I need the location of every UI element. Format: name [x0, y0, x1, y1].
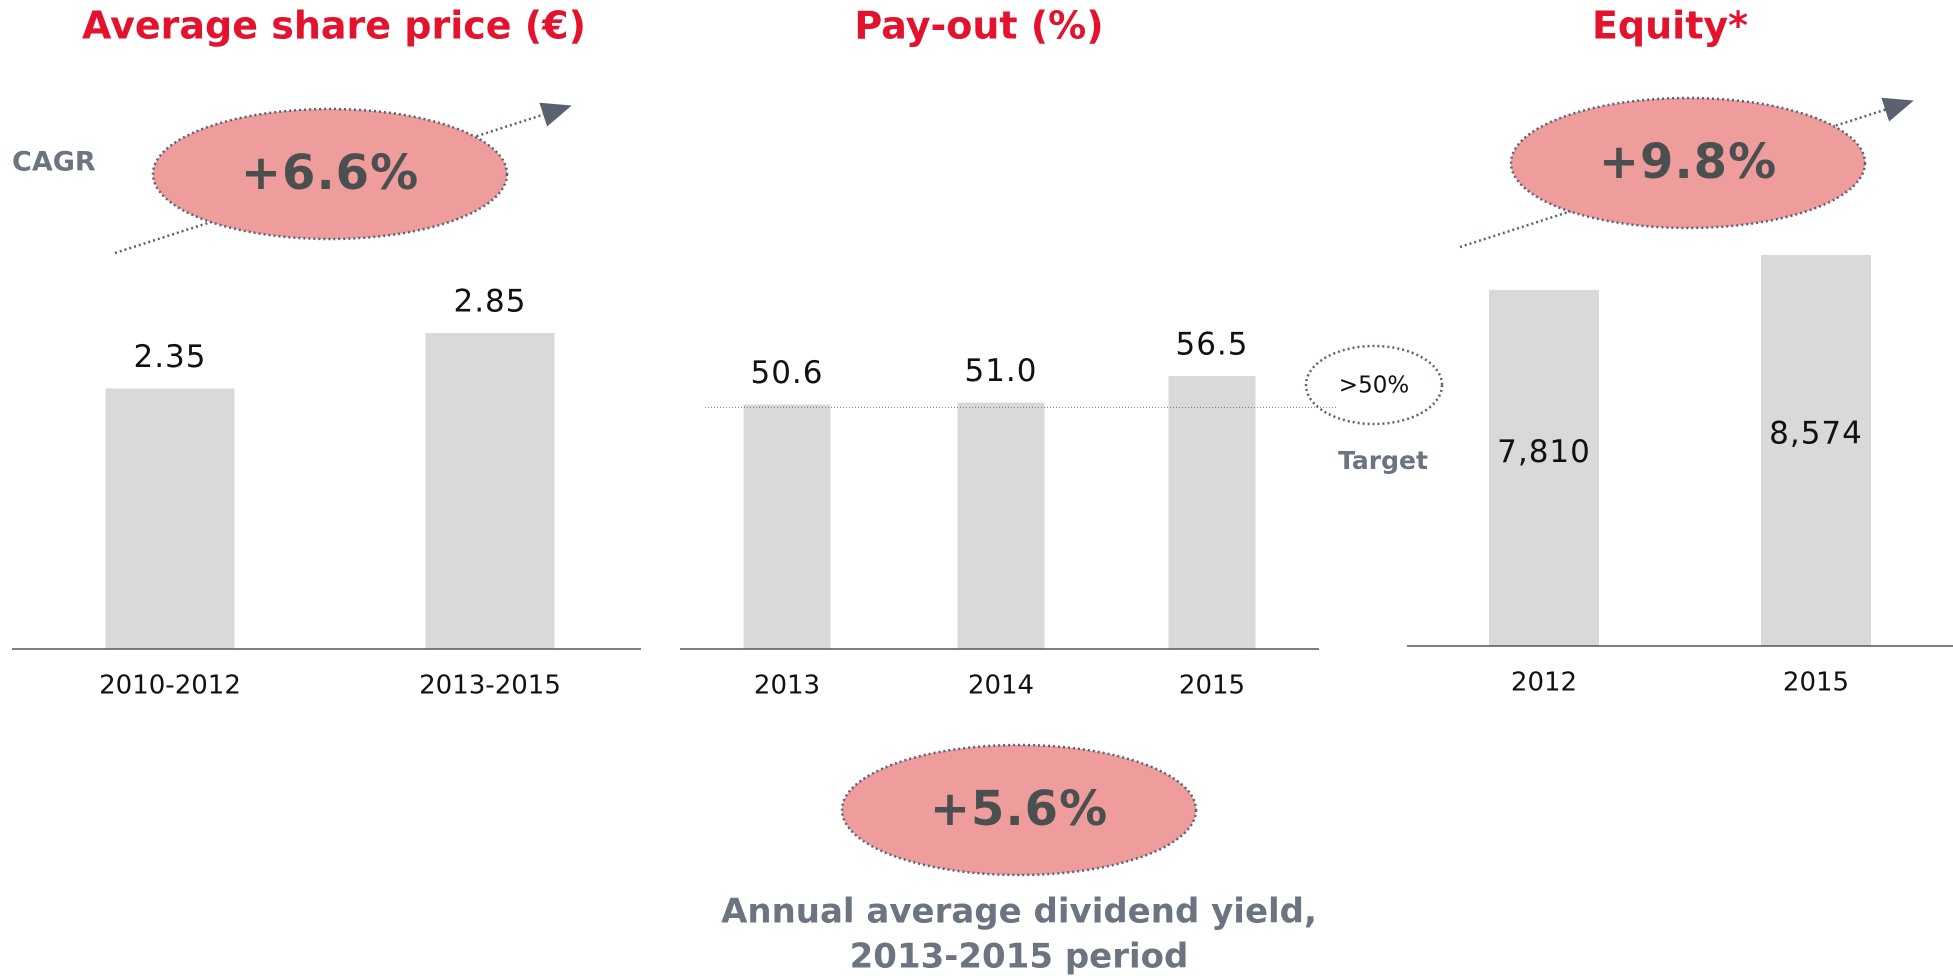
x-tick-label: 2015 [1783, 668, 1849, 698]
dividend-caption: Annual average dividend yield, [721, 892, 1317, 932]
value-label: 2.85 [453, 284, 526, 320]
target-label: >50% [1339, 373, 1409, 399]
x-tick-label: 2013 [754, 671, 820, 701]
bar [957, 402, 1045, 649]
cagr-value: +9.8% [1599, 134, 1777, 190]
chart-title: Equity* [1592, 4, 1748, 48]
cagr-value: +6.6% [241, 145, 419, 201]
x-tick-label: 2013-2015 [419, 671, 561, 701]
bar [743, 404, 831, 649]
value-label: 50.6 [750, 355, 823, 391]
x-tick-label: 2012 [1511, 668, 1577, 698]
cagr-bubble [151, 107, 509, 241]
chart-title: Pay-out (%) [854, 4, 1103, 48]
bar [1761, 255, 1871, 646]
x-tick-label: 2010-2012 [99, 671, 241, 701]
target-caption: Target [1338, 446, 1428, 475]
target-bubble [1304, 344, 1444, 426]
trend-arrow [114, 102, 572, 255]
cagr-bubble [1509, 96, 1867, 230]
value-label: 8,574 [1769, 415, 1863, 451]
x-tick-label: 2014 [968, 671, 1034, 701]
dividend-yield: +5.6% [930, 781, 1108, 837]
x-tick-label: 2015 [1179, 671, 1245, 701]
value-label: 2.35 [133, 339, 206, 375]
bar [1489, 289, 1599, 646]
value-label: 56.5 [1175, 327, 1248, 363]
value-label: 7,810 [1497, 434, 1591, 470]
dividend-bubble [840, 743, 1198, 877]
cagr-label: CAGR [12, 147, 96, 178]
bar [425, 333, 555, 649]
chart-title: Average share price (€) [82, 4, 586, 48]
dividend-caption: 2013-2015 period [850, 937, 1189, 976]
bar [105, 388, 235, 649]
bar [1168, 376, 1256, 649]
value-label: 51.0 [964, 353, 1037, 389]
